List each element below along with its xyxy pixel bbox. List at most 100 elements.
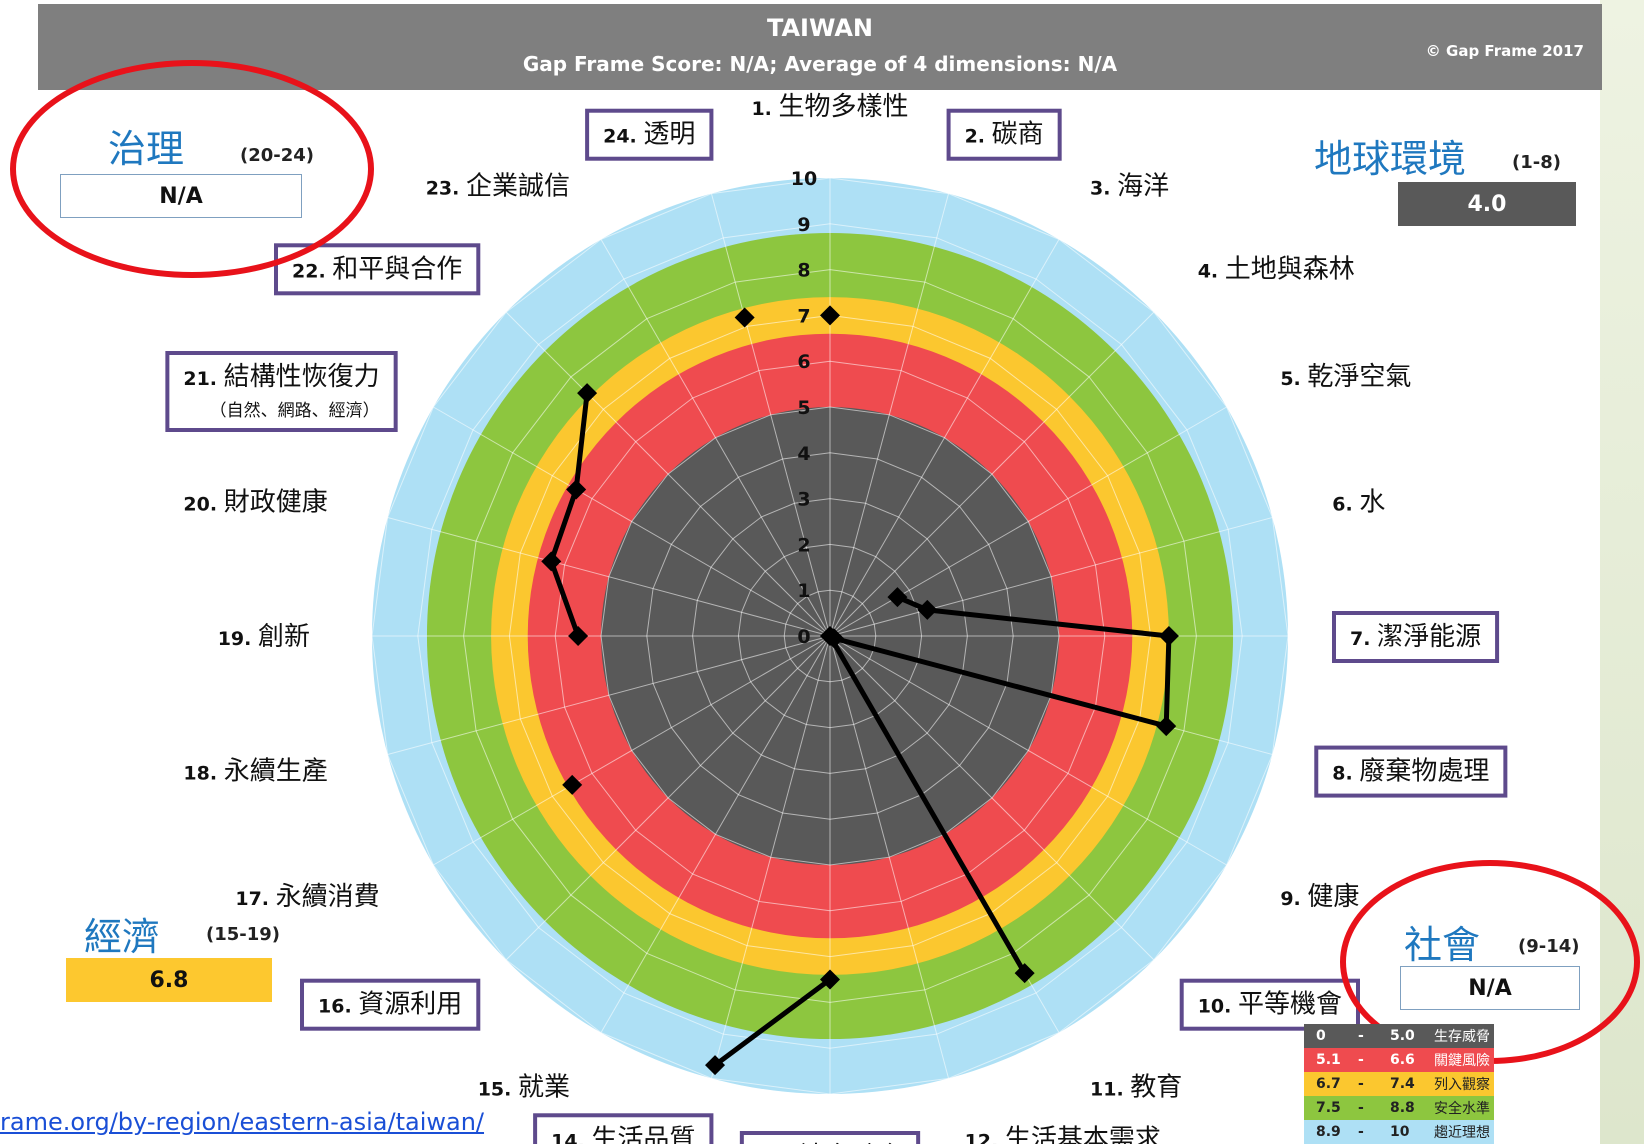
legend-from: 7.5 [1316,1100,1341,1116]
radar-point [1014,963,1035,984]
category-number: 12. [965,1130,1005,1144]
category-text: 8. 廢棄物處理 [1332,757,1489,787]
category-label: 16. 資源利用 [300,978,481,1031]
category-name: 永續消費 [276,882,380,912]
category-label: 15. 就業 [478,1072,570,1102]
category-text: 20. 財政健康 [183,487,327,517]
category-label: 7. 潔淨能源 [1332,611,1500,663]
radar-point [820,305,840,326]
category-label: 18. 永續生產 [183,757,327,787]
radar-spoke [829,516,1273,637]
category-text: 24. 透明 [603,120,695,150]
radar-point [820,626,840,646]
radar-point [568,626,589,646]
category-label: 10. 平等機會 [1179,978,1360,1031]
category-number: 19. [218,628,258,650]
category-number: 23. [426,178,466,200]
legend-label: 關鍵風險 [1434,1053,1490,1069]
category-number: 6. [1332,493,1359,515]
category-label: 3. 海洋 [1090,172,1169,202]
radar-point [566,479,587,500]
category-label: 1. 生物多樣性 [751,92,908,122]
legend-label: 趨近理想 [1434,1125,1490,1141]
category-name: 健康 [1307,882,1359,912]
category-name: 社會融合 [798,1142,902,1144]
category-number: 20. [183,493,223,515]
category-text: 1. 生物多樣性 [751,92,908,122]
color-legend: 0 - 5.0 生存威脅 5.1 - 6.6 關鍵風險 6.7 - 7.4 列入觀察 7.5 - 8.8 安全… [1304,1024,1494,1144]
category-name: 乾淨空氣 [1307,362,1411,392]
category-label: 4. 土地與森林 [1198,254,1355,284]
radar-tick-label: 2 [797,534,810,556]
legend-dash: - [1358,1028,1364,1044]
planet-range: (1-8) [1512,152,1561,173]
category-name: 資源利用 [358,990,462,1020]
category-label: 8. 廢棄物處理 [1314,745,1508,798]
legend-label: 列入觀察 [1434,1077,1490,1093]
category-label: 21. 結構性恢復力 （自然、網路、經濟） [165,351,398,432]
radar-point [577,383,598,404]
category-label: 12. 生活基本需求 [965,1124,1161,1144]
radar-point [887,587,908,608]
radar-spoke [829,635,950,1079]
category-box [739,1131,921,1144]
category-name: 廢棄物處理 [1359,757,1489,787]
category-text: 15. 就業 [478,1072,570,1102]
legend-row: 8.9 - 10 趨近理想 [1304,1120,1494,1144]
category-label: 9. 健康 [1280,882,1359,912]
radar-spoke [829,239,1060,637]
category-text: 2. 碳商 [965,120,1044,150]
category-name: 生活品質 [591,1124,695,1144]
radar-tick-label: 7 [797,305,810,327]
radar-point [1156,716,1177,737]
legend-dash: - [1358,1052,1364,1068]
category-number: 17. [235,888,275,910]
category-name: 平等機會 [1238,990,1342,1020]
radar-tick-label: 9 [797,214,810,236]
radar-tick-label: 8 [797,260,810,282]
radar-spoke [600,635,831,1033]
category-number: 5. [1280,368,1307,390]
category-sublabel: （自然、網路、經濟） [210,401,380,421]
category-box [533,1113,714,1144]
category-text: 22. 和平與合作 [292,254,462,284]
category-label: 22. 和平與合作 [274,243,481,296]
legend-row: 7.5 - 8.8 安全水準 [1304,1096,1494,1120]
category-name: 生物多樣性 [779,92,909,122]
radar-spoke [433,406,831,637]
category-number: 7. [1350,628,1377,650]
planet-score: 4.0 [1398,182,1576,226]
category-box [1332,611,1500,663]
legend-to: 7.4 [1390,1076,1415,1092]
page-title: TAIWAN [766,14,874,42]
radar-tick-label: 4 [797,443,810,465]
category-label: 13. 社會融合 [739,1131,921,1144]
category-text: 3. 海洋 [1090,172,1169,202]
economy-title: 經濟 [84,915,161,959]
category-text: 5. 乾淨空氣 [1280,362,1411,392]
copyright-text: © Gap Frame 2017 [1425,42,1584,60]
economy-score: 6.8 [66,958,272,1002]
radar-spoke [829,635,1227,866]
category-name: 土地與森林 [1225,254,1355,284]
category-label: 23. 企業誠信 [426,172,570,202]
source-url-link[interactable]: rame.org/by-region/eastern-asia/taiwan/ [0,1108,485,1136]
category-number: 11. [1090,1078,1130,1100]
radar-spoke [710,193,831,637]
radar-point [1158,626,1179,646]
category-label: 6. 水 [1332,487,1385,517]
legend-to: 6.6 [1390,1052,1415,1068]
category-label: 2. 碳商 [946,108,1062,161]
category-box [1314,745,1508,798]
category-name: 潔淨能源 [1377,622,1481,652]
category-number: 16. [318,996,358,1018]
radar-spoke [387,635,831,756]
radar-point [705,1055,726,1076]
category-name: 水 [1359,487,1385,517]
category-name: 生活基本需求 [1005,1124,1161,1144]
category-text: 10. 平等機會 [1198,990,1342,1020]
category-number: 14. [551,1130,591,1144]
legend-to: 5.0 [1390,1028,1415,1044]
legend-from: 8.9 [1316,1124,1341,1140]
